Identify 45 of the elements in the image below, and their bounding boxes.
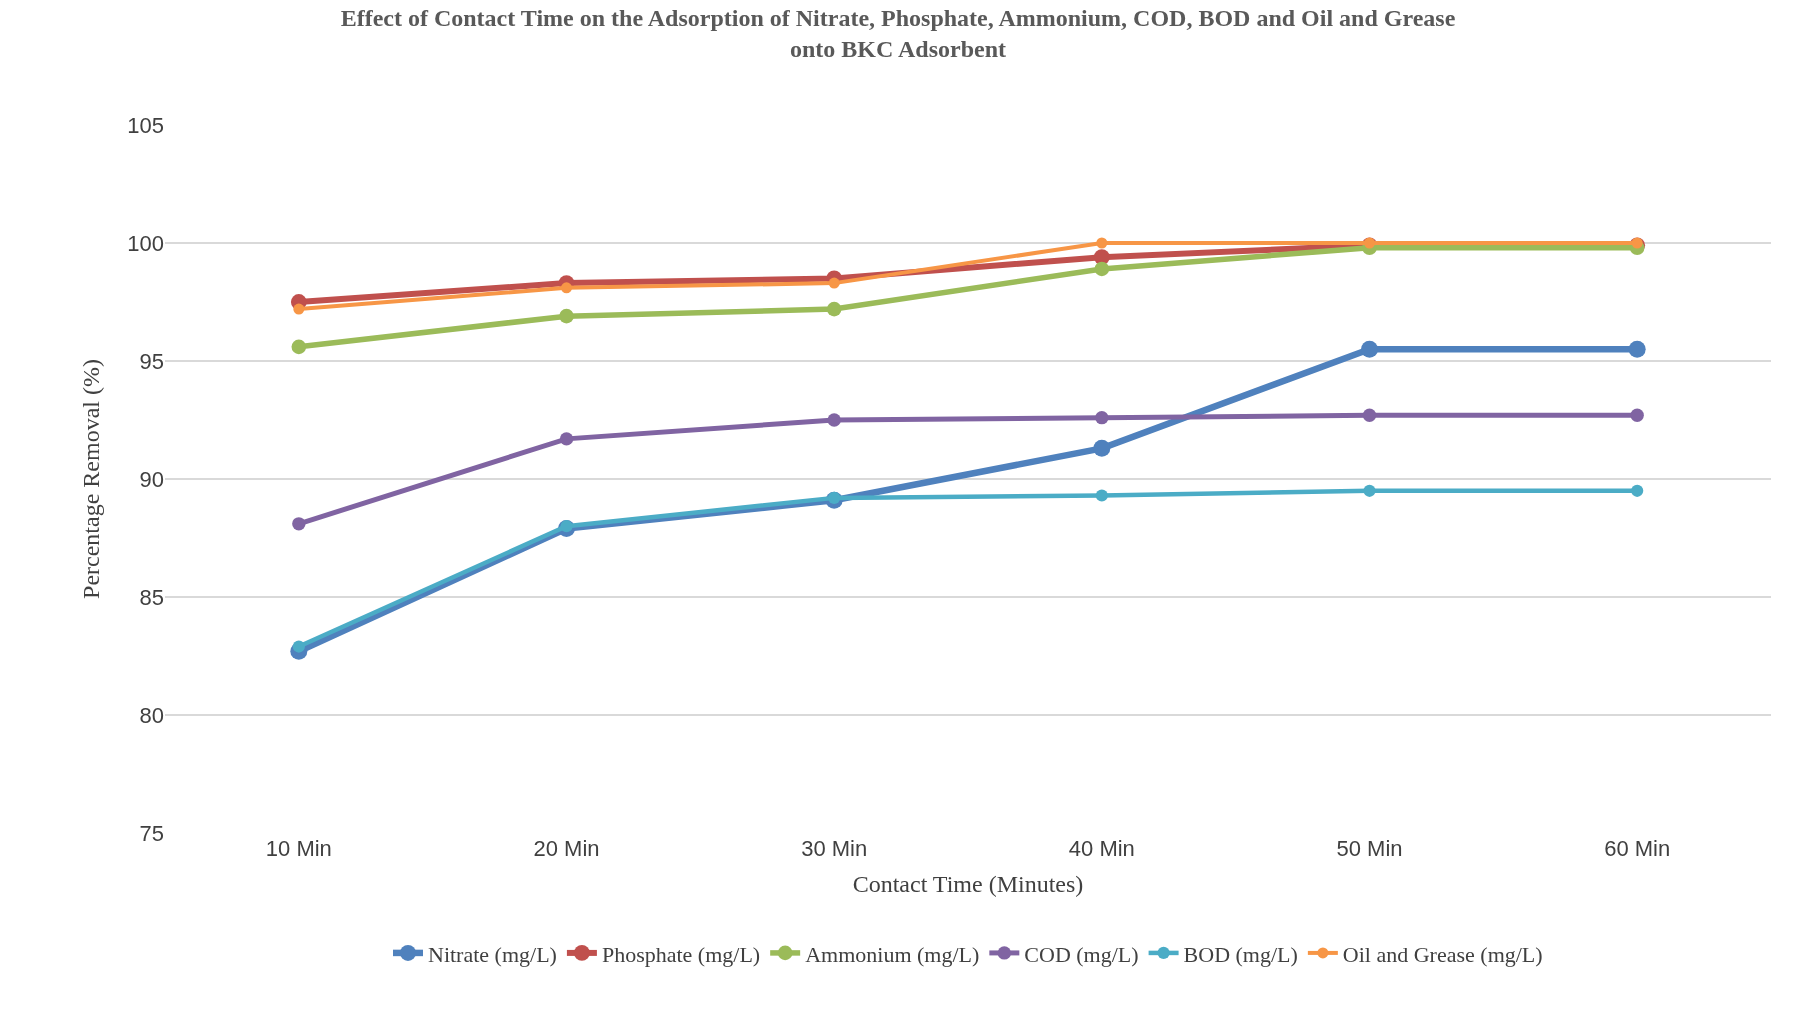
point [1630,408,1644,422]
y-tick-label: 95 [139,348,164,374]
x-tick-label: 10 Min [265,836,332,861]
point [1095,489,1108,502]
point [293,303,305,315]
point [1363,484,1376,497]
point [559,308,574,324]
legend-label: COD (mg/L) [1024,941,1139,967]
y-tick-label: 100 [127,230,164,256]
x-tick-label: 60 Min [1604,836,1671,861]
x-axis-title: Contact Time (Minutes) [852,871,1084,898]
point [561,282,572,294]
y-tick-label: 105 [127,112,164,138]
x-tick-label: 40 Min [1068,836,1135,861]
point [1096,237,1108,249]
legend-label: BOD (mg/L) [1183,941,1298,967]
point [291,339,307,355]
point [1631,484,1644,497]
point [559,432,574,446]
legend-label: Nitrate (mg/L) [428,941,557,967]
point [292,517,306,531]
y-tick-label: 75 [139,820,164,846]
y-axis-title: Percentage Removal (%) [78,359,105,599]
point [1094,261,1110,277]
point [1095,410,1109,425]
x-tick-label: 20 Min [533,836,600,861]
x-tick-label: 50 Min [1336,836,1403,861]
point [1361,340,1378,358]
y-tick-label: 80 [139,702,164,728]
y-tick-label: 85 [139,584,164,610]
chart-title: Effect of Contact Time on the Adsorption of Nitrate, Phosphate, Ammonium, COD, BOD and Oil and Grease onto BKC Adsorbent [340,4,1456,62]
legend-label: Oil and Grease (mg/L) [1342,941,1543,967]
point [1362,408,1377,422]
point [560,520,573,533]
point [827,413,841,427]
y-tick-label: 90 [139,466,164,492]
point [826,301,842,317]
legend-label: Phosphate (mg/L) [601,941,761,967]
point [1631,237,1643,249]
point [1364,237,1375,249]
point [1628,340,1646,358]
legend-label: Ammonium (mg/L) [805,941,980,967]
point [1093,439,1111,457]
x-tick-label: 30 Min [801,836,868,861]
point [828,277,840,289]
